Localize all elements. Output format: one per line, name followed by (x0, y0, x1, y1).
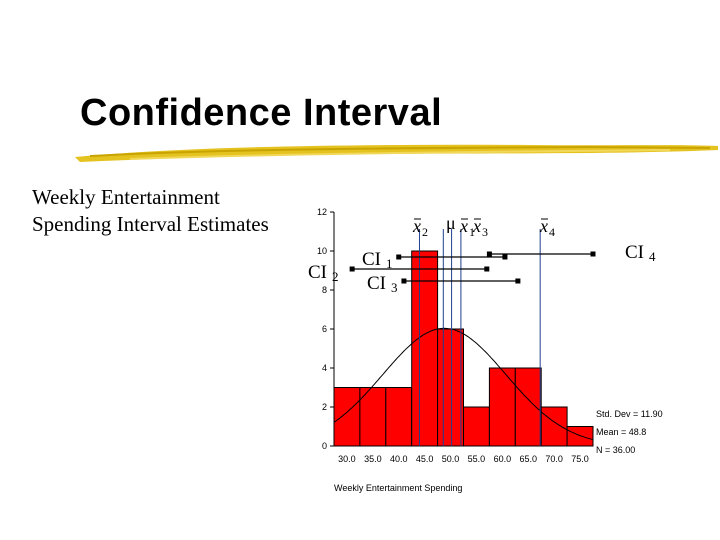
ci-subscript: 3 (391, 280, 398, 295)
sample-mean-subscript: 3 (482, 225, 488, 239)
y-tick-label: 2 (322, 402, 327, 412)
interval-endpoint (484, 266, 490, 272)
interval-endpoint (396, 254, 402, 260)
y-tick-label: 4 (322, 363, 327, 373)
sample-mean-label: x (539, 216, 548, 236)
chart-caption: Weekly Entertainment Spending Interval E… (32, 184, 312, 238)
normal-curve (333, 327, 594, 441)
y-tick-label: 12 (317, 207, 327, 217)
interval-endpoint (349, 266, 355, 272)
sample-mean-subscript: 2 (422, 225, 428, 239)
caption-line: Weekly Entertainment (32, 185, 220, 209)
sample-mean-label: x (472, 216, 481, 236)
ci-subscript: 2 (332, 269, 339, 284)
slide-title: Confidence Interval (80, 92, 443, 134)
y-tick-label: 6 (322, 324, 327, 334)
brush-underline (75, 144, 718, 162)
stats-label: Std. Dev = 11.90 (596, 409, 663, 419)
ci-subscript: 1 (386, 256, 393, 271)
mu-label: μ (446, 213, 456, 233)
sample-mean-label: x (412, 216, 421, 236)
stats-label: N = 36.00 (596, 445, 635, 455)
histogram-bar (540, 406, 568, 447)
caption-line: Spending Interval Estimates (32, 212, 269, 236)
x-tick-label: 55.0 (468, 454, 486, 464)
sample-mean-subscript: 4 (549, 225, 555, 239)
histogram-bar (488, 367, 516, 447)
x-tick-label: 60.0 (494, 454, 512, 464)
ci-label: CI (625, 242, 644, 263)
x-tick-label: 75.0 (571, 454, 589, 464)
stats-label: Mean = 48.8 (596, 427, 646, 437)
y-tick-label: 8 (322, 285, 327, 295)
y-tick-label: 0 (322, 441, 327, 451)
x-tick-label: 45.0 (416, 454, 434, 464)
ci-label: CI (362, 249, 381, 270)
histogram-bar (463, 406, 490, 447)
interval-endpoint (486, 251, 492, 257)
histogram-bar (514, 367, 542, 447)
histogram-bar (437, 328, 465, 447)
histogram-bar (333, 387, 361, 447)
histogram-bar (566, 426, 594, 447)
x-tick-label: 70.0 (545, 454, 563, 464)
interval-endpoint (590, 251, 596, 257)
histogram-bar (359, 387, 387, 447)
ci-label: CI (308, 262, 327, 283)
histogram-bar (385, 387, 413, 447)
x-tick-label: 30.0 (338, 454, 356, 464)
sample-mean-subscript: 1 (469, 225, 475, 239)
y-tick-label: 10 (317, 246, 327, 256)
x-tick-label: 40.0 (390, 454, 408, 464)
interval-endpoint (515, 278, 521, 284)
interval-endpoint (502, 254, 508, 260)
ci-label: CI (367, 273, 386, 294)
x-tick-label: 65.0 (519, 454, 537, 464)
interval-endpoint (401, 278, 407, 284)
x-axis-label: Weekly Entertainment Spending (334, 483, 462, 493)
ci-subscript: 4 (649, 249, 656, 264)
x-tick-label: 35.0 (364, 454, 382, 464)
histogram-bar (411, 250, 439, 447)
sample-mean-label: x (459, 216, 468, 236)
x-tick-label: 50.0 (442, 454, 460, 464)
